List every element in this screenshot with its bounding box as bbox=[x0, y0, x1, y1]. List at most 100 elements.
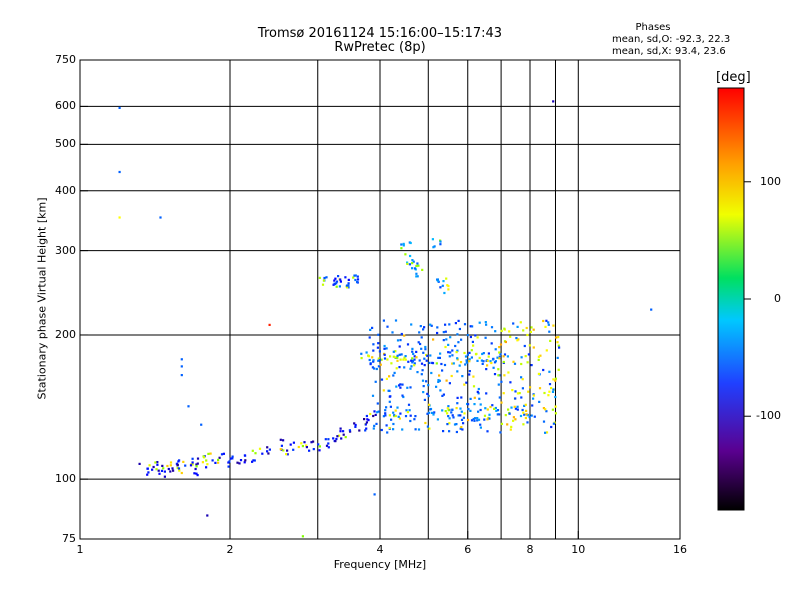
data-point bbox=[392, 355, 395, 358]
data-point bbox=[452, 416, 455, 419]
data-point bbox=[369, 363, 372, 366]
data-point bbox=[511, 389, 514, 392]
data-point bbox=[335, 437, 338, 441]
data-point bbox=[551, 408, 554, 411]
data-point bbox=[138, 462, 141, 465]
data-point bbox=[523, 413, 526, 416]
data-point bbox=[453, 423, 457, 426]
data-point bbox=[496, 413, 499, 416]
data-point bbox=[524, 403, 527, 406]
data-point bbox=[487, 352, 490, 355]
data-point bbox=[339, 280, 342, 283]
data-point bbox=[386, 325, 389, 328]
data-point bbox=[468, 360, 471, 363]
data-point bbox=[494, 330, 497, 333]
data-point bbox=[472, 417, 475, 421]
data-point bbox=[476, 417, 479, 420]
data-point bbox=[532, 397, 535, 400]
data-point bbox=[513, 362, 517, 365]
data-point bbox=[217, 461, 220, 464]
data-point bbox=[409, 254, 412, 258]
data-point bbox=[498, 355, 501, 358]
data-point bbox=[545, 410, 548, 413]
data-point bbox=[339, 430, 342, 433]
data-point bbox=[496, 356, 499, 359]
data-point bbox=[377, 365, 380, 368]
data-point bbox=[542, 319, 545, 323]
data-point bbox=[552, 388, 555, 391]
data-point bbox=[498, 351, 501, 354]
data-point bbox=[209, 452, 212, 455]
data-point bbox=[513, 405, 516, 408]
data-point bbox=[176, 466, 179, 470]
data-point bbox=[477, 410, 480, 413]
data-point bbox=[523, 404, 526, 407]
data-point bbox=[354, 425, 357, 428]
data-point bbox=[342, 433, 345, 436]
data-point bbox=[483, 414, 487, 417]
data-point bbox=[305, 446, 308, 449]
data-point bbox=[397, 415, 400, 418]
data-point bbox=[435, 385, 438, 388]
data-point bbox=[545, 319, 548, 322]
data-point bbox=[502, 360, 505, 364]
colorbar-ticks bbox=[744, 181, 751, 417]
data-point bbox=[448, 382, 451, 385]
data-point bbox=[442, 339, 445, 342]
data-point bbox=[445, 277, 448, 280]
data-point bbox=[289, 443, 292, 446]
data-point bbox=[292, 448, 295, 451]
data-point bbox=[196, 462, 199, 465]
data-point bbox=[268, 448, 271, 451]
data-point bbox=[519, 321, 522, 324]
data-point bbox=[537, 372, 540, 375]
data-point bbox=[388, 389, 391, 392]
data-point bbox=[394, 350, 397, 353]
data-point bbox=[544, 431, 547, 434]
data-point bbox=[426, 392, 429, 395]
data-point bbox=[376, 346, 379, 349]
data-point bbox=[395, 385, 398, 388]
data-point bbox=[557, 336, 560, 339]
data-point bbox=[404, 415, 408, 418]
data-point bbox=[496, 409, 500, 412]
data-point bbox=[398, 353, 401, 356]
data-point bbox=[514, 397, 517, 400]
data-point bbox=[550, 425, 553, 429]
data-point bbox=[392, 422, 395, 426]
data-point bbox=[472, 344, 475, 347]
data-point bbox=[491, 358, 495, 361]
data-point bbox=[547, 394, 550, 397]
data-point bbox=[448, 430, 451, 433]
data-point bbox=[481, 362, 484, 365]
data-point bbox=[413, 418, 416, 421]
data-point bbox=[525, 326, 528, 330]
data-point bbox=[356, 278, 360, 281]
data-point bbox=[196, 474, 199, 477]
data-point bbox=[436, 331, 439, 335]
data-point bbox=[448, 355, 451, 358]
data-point bbox=[411, 262, 414, 265]
data-point bbox=[544, 325, 547, 328]
data-point bbox=[411, 357, 414, 360]
data-point bbox=[473, 403, 476, 406]
data-point bbox=[437, 380, 440, 383]
data-point bbox=[444, 323, 447, 326]
data-point bbox=[353, 422, 356, 425]
data-point bbox=[460, 410, 463, 413]
data-point bbox=[439, 240, 442, 243]
colorbar bbox=[717, 87, 745, 511]
data-point bbox=[491, 404, 494, 407]
data-point bbox=[545, 431, 549, 434]
data-point bbox=[347, 278, 350, 281]
grid-lines bbox=[80, 60, 680, 539]
data-point bbox=[372, 414, 375, 418]
data-point bbox=[503, 353, 507, 356]
data-point bbox=[433, 245, 436, 248]
data-point bbox=[497, 374, 500, 377]
data-point bbox=[401, 383, 404, 386]
data-point bbox=[493, 373, 497, 376]
data-point bbox=[430, 371, 433, 375]
data-point bbox=[422, 385, 425, 388]
x-axis-label: Frequency [MHz] bbox=[333, 558, 427, 571]
